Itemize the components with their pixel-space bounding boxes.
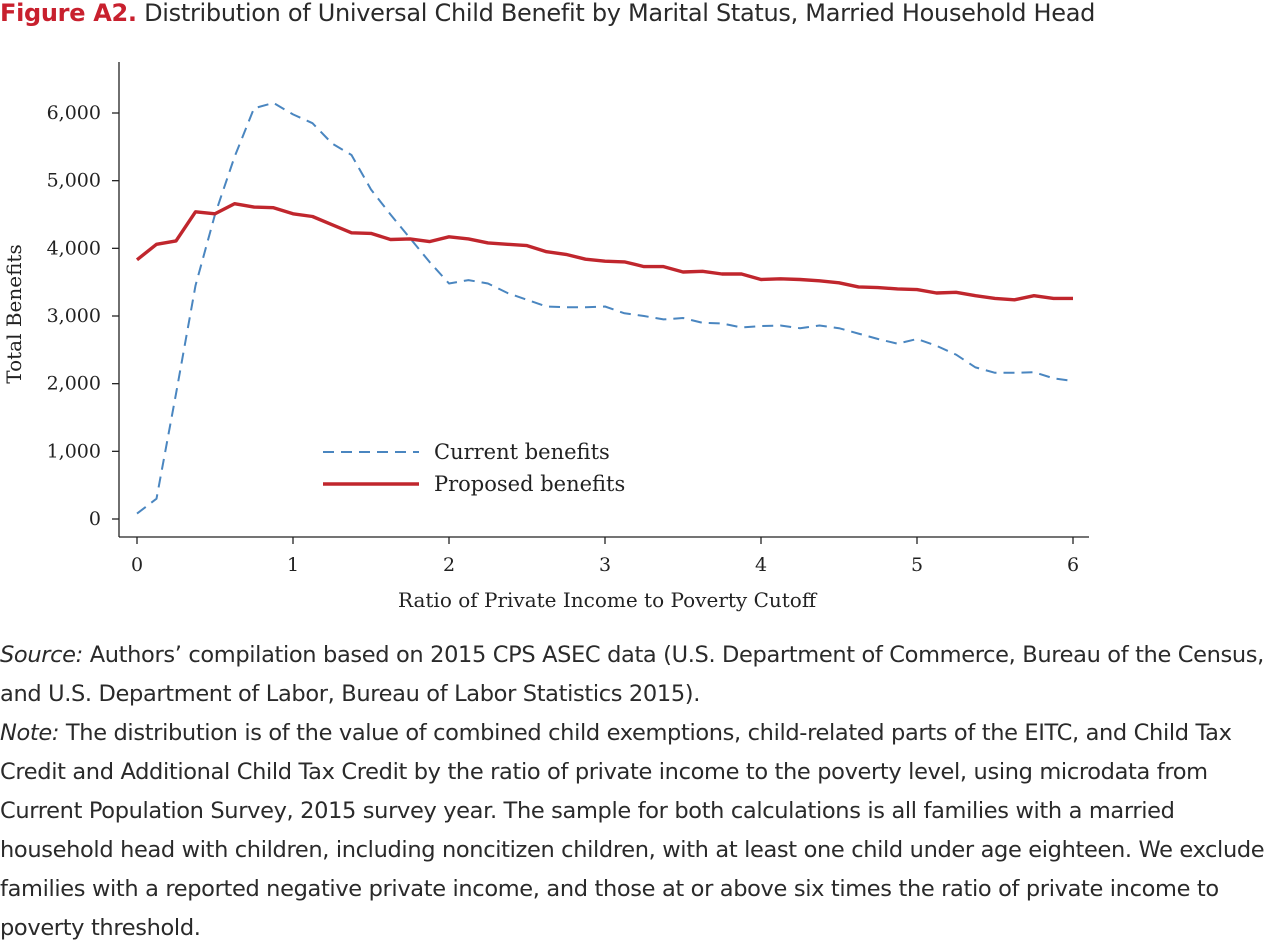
- note-text: The distribution is of the value of comb…: [0, 720, 1265, 941]
- x-tick-label: 3: [599, 554, 611, 576]
- x-tick-label: 0: [131, 554, 143, 576]
- y-tick-label: 0: [89, 508, 101, 530]
- line-chart: 0 1,000 2,000 3,000 4,000 5,000 6,000 0 1 2 3 4 5 6 C…: [2, 62, 1089, 612]
- note-label: Note:: [0, 720, 60, 746]
- x-tick-label: 1: [287, 554, 299, 576]
- source-note: Source: Authors’ compilation based on 20…: [0, 636, 1280, 714]
- series-line-proposed-benefits: [135, 202, 1073, 302]
- method-note: Note: The distribution is of the value o…: [0, 714, 1280, 948]
- x-tick-label: 4: [755, 554, 767, 576]
- legend-label: Current benefits: [434, 440, 610, 464]
- y-axis-title: Total Benefits: [2, 244, 26, 383]
- source-label: Source:: [0, 642, 83, 668]
- y-tick-label: 3,000: [47, 305, 101, 327]
- y-tick-label: 4,000: [47, 237, 101, 259]
- x-tick-label: 5: [911, 554, 923, 576]
- y-tick-label: 6,000: [47, 102, 101, 124]
- figure-title: Figure A2. Distribution of Universal Chi…: [0, 0, 1280, 32]
- source-text: Authors’ compilation based on 2015 CPS A…: [0, 642, 1264, 707]
- x-tick-label: 2: [443, 554, 455, 576]
- legend-label: Proposed benefits: [434, 472, 625, 496]
- figure-label: Figure A2.: [0, 0, 137, 27]
- y-tick-label: 5,000: [47, 170, 101, 192]
- y-tick-label: 1,000: [47, 440, 101, 462]
- chart-axes: 0 1,000 2,000 3,000 4,000 5,000 6,000 0 1 2 3 4 5 6: [47, 62, 1089, 576]
- y-tick-label: 2,000: [47, 373, 101, 395]
- x-tick-label: 6: [1067, 554, 1079, 576]
- figure-notes: Source: Authors’ compilation based on 20…: [0, 636, 1280, 948]
- x-axis-title: Ratio of Private Income to Poverty Cutof…: [398, 588, 818, 612]
- chart-series: [135, 101, 1074, 515]
- series-line-current-benefits: [136, 101, 1074, 515]
- figure-title-text: Distribution of Universal Child Benefit …: [144, 0, 1096, 27]
- chart-legend: Current benefits Proposed benefits: [323, 440, 625, 496]
